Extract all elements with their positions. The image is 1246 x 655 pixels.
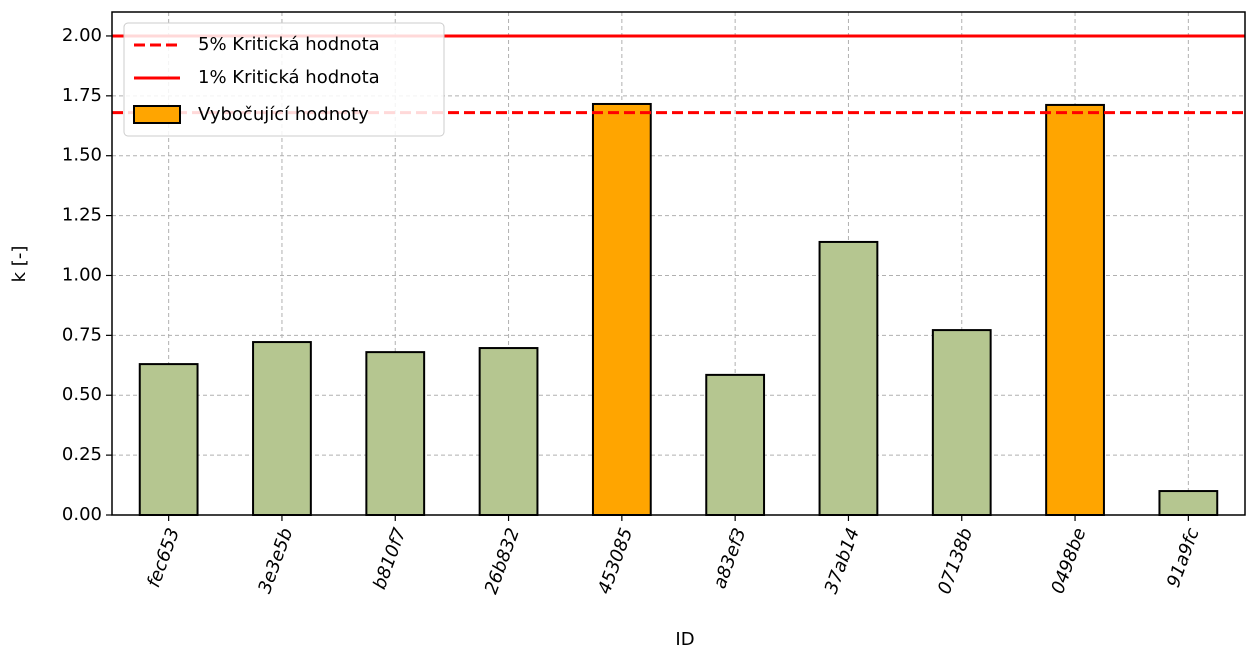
x-axis-label: ID xyxy=(675,629,694,650)
legend-label: 5% Kritická hodnota xyxy=(198,34,380,55)
y-tick-label: 0.75 xyxy=(62,324,102,345)
y-tick-label: 1.25 xyxy=(62,205,102,226)
y-axis-label: k [-] xyxy=(9,246,30,283)
legend-label: 1% Kritická hodnota xyxy=(198,67,380,88)
x-tick-label: 3e3e5b xyxy=(254,525,297,596)
legend-swatch xyxy=(133,105,181,124)
x-tick-label: 26b832 xyxy=(481,525,524,597)
bar xyxy=(705,373,766,516)
x-tick-label: 0498be xyxy=(1047,525,1090,596)
x-tick-label: 37ab14 xyxy=(821,525,864,596)
y-tick-label: 2.00 xyxy=(62,25,102,46)
bar xyxy=(478,347,539,516)
y-tick-label: 1.75 xyxy=(62,85,102,106)
plot-frame xyxy=(111,11,1246,516)
x-tick-label: 453085 xyxy=(594,525,637,597)
y-tick-label: 1.00 xyxy=(62,264,102,285)
y-tick-label: 0.25 xyxy=(62,444,102,465)
y-tick-label: 0.00 xyxy=(62,504,102,525)
y-tick-label: 0.50 xyxy=(62,384,102,405)
bar xyxy=(818,240,879,516)
bar xyxy=(1045,103,1105,516)
x-tick-label: fec653 xyxy=(143,525,184,590)
x-tick-label: 91a9fc xyxy=(1163,525,1204,590)
bar xyxy=(591,102,652,516)
legend-box xyxy=(123,22,445,137)
bar xyxy=(1158,490,1219,516)
bar xyxy=(252,341,312,516)
x-tick-label: 07138b xyxy=(934,525,977,597)
x-tick-label: a83ef3 xyxy=(709,525,750,591)
legend: 5% Kritická hodnota 1% Kritická hodnota Vy… xyxy=(123,22,445,137)
y-tick-label: 1.50 xyxy=(62,145,102,166)
bar xyxy=(138,363,199,516)
legend-label: Vybočující hodnoty xyxy=(198,104,369,125)
x-tick-label: b810f7 xyxy=(369,525,411,592)
bar xyxy=(365,351,426,516)
bar xyxy=(931,329,992,516)
